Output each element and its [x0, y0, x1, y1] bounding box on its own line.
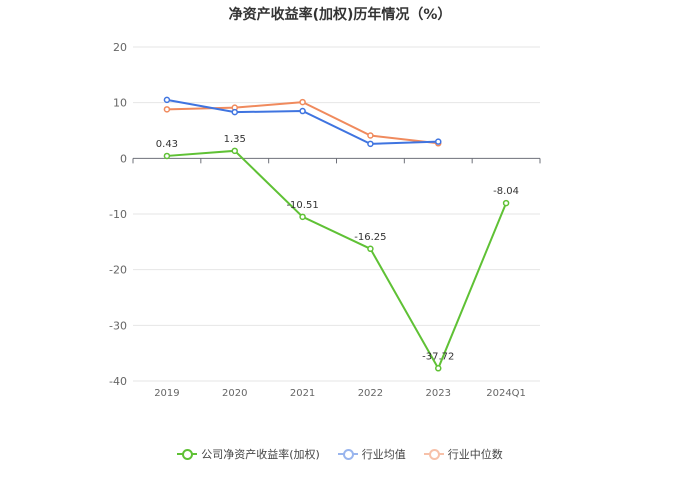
legend-label: 公司净资产收益率(加权) [201, 448, 320, 461]
data-label: -10.51 [286, 200, 318, 211]
data-point [163, 152, 171, 160]
data-point [163, 96, 171, 104]
data-label: -8.04 [493, 186, 519, 197]
data-label: 1.35 [224, 134, 246, 145]
y-tick-label: 0 [120, 152, 127, 165]
x-tick-label: 2024Q1 [486, 388, 526, 399]
x-tick-label: 2021 [290, 388, 315, 399]
legend-label: 行业中位数 [447, 448, 503, 461]
data-point [435, 138, 442, 145]
x-tick-label: 2023 [426, 388, 451, 399]
legend-swatch-icon [177, 449, 198, 460]
y-tick-label: -10 [109, 208, 127, 221]
y-tick-label: -40 [109, 375, 127, 388]
series-lines [163, 96, 510, 372]
data-point [231, 147, 238, 155]
gridlines [133, 46, 540, 382]
x-tick-label: 2022 [358, 388, 383, 399]
data-point [435, 365, 442, 372]
x-tick-label: 2019 [154, 388, 179, 399]
x-tick-label: 2020 [222, 388, 247, 399]
legend-item[interactable]: 公司净资产收益率(加权) [177, 446, 320, 462]
data-point [299, 107, 306, 115]
legend-swatch-icon [337, 449, 358, 460]
data-labels: 0.43 1.35 -10.51 -16.25 -37.72 -8.04 [156, 134, 519, 362]
y-tick-label: -30 [109, 319, 127, 332]
data-point [502, 199, 510, 207]
y-tick-label: 10 [113, 97, 127, 110]
data-point [367, 245, 374, 253]
data-point [163, 106, 171, 113]
legend-label: 行业均值 [361, 448, 406, 461]
series-line [166, 98, 439, 145]
legend: 公司净资产收益率(加权) 行业均值 行业中位数 [0, 446, 680, 462]
legend-item[interactable]: 行业均值 [337, 446, 406, 462]
data-point [231, 108, 238, 116]
series-line [166, 149, 508, 371]
data-point [299, 213, 306, 221]
legend-item[interactable]: 行业中位数 [423, 446, 503, 462]
data-label: -16.25 [354, 232, 386, 243]
y-tick-label: 20 [113, 41, 127, 54]
axes: 20 10 0 -10 -20 -30 -40 2019 2020 2021 2022 2023 202… [109, 41, 541, 399]
data-label: -37.72 [422, 351, 454, 362]
y-tick-label: -20 [109, 264, 127, 277]
legend-swatch-icon [423, 449, 444, 460]
data-point [367, 140, 374, 148]
data-point [367, 132, 374, 139]
data-point [299, 98, 306, 106]
chart-title: 净资产收益率(加权)历年情况（%） [228, 7, 452, 23]
data-label: 0.43 [156, 139, 178, 150]
